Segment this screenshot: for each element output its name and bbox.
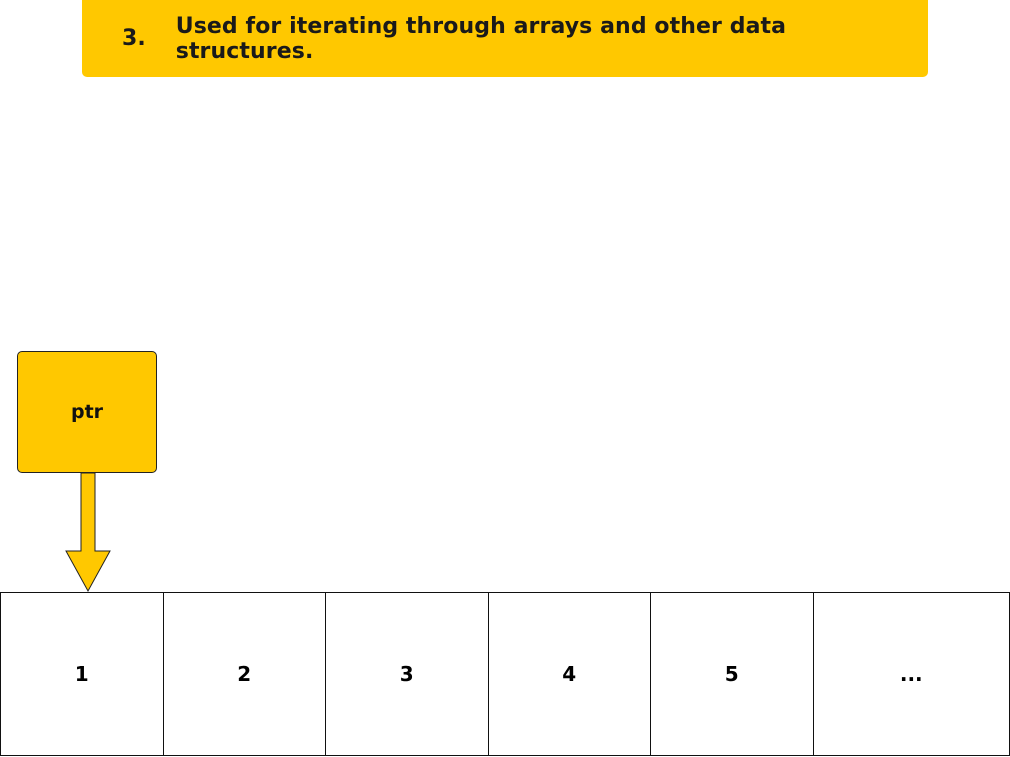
array-cell: 4	[487, 592, 651, 756]
pointer-arrow-icon	[65, 473, 111, 593]
pointer-box: ptr	[17, 351, 157, 473]
array-cell-value: 1	[74, 662, 89, 686]
array-cell-value: 3	[399, 662, 414, 686]
title-banner: 3. Used for iterating through arrays and…	[82, 0, 928, 77]
array-cell-value: ...	[899, 662, 923, 686]
array-cell-value: 2	[237, 662, 252, 686]
array-row: 1 2 3 4 5 ...	[0, 592, 1010, 757]
array-cell: 5	[650, 592, 814, 756]
banner-text: Used for iterating through arrays and ot…	[175, 13, 787, 64]
pointer-label: ptr	[70, 401, 104, 423]
array-cell-value: 4	[562, 662, 577, 686]
array-cell: 3	[325, 592, 489, 756]
array-cell: 1	[0, 592, 164, 756]
array-cell-value: 5	[724, 662, 739, 686]
array-cell: 2	[162, 592, 326, 756]
array-cell-ellipsis: ...	[812, 592, 1010, 756]
banner-number: 3.	[122, 26, 146, 51]
